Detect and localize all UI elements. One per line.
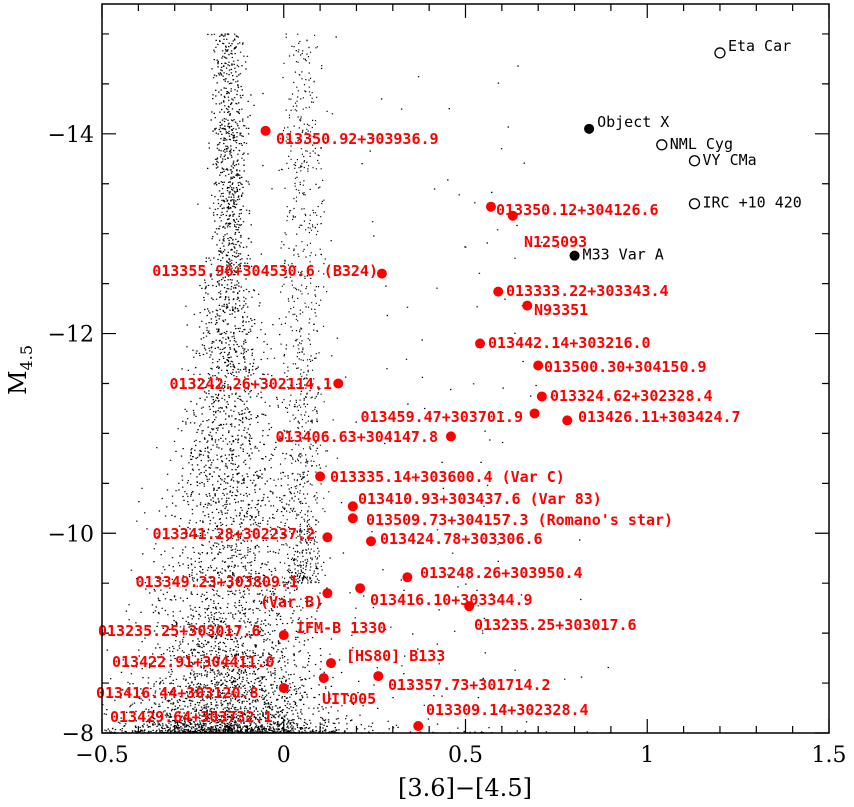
y-tick-label: −8 xyxy=(62,722,94,747)
open-point-label: VY CMa xyxy=(703,151,757,169)
red-point-label: 013357.73+301714.2 xyxy=(388,676,551,694)
plot-frame xyxy=(101,3,830,734)
red-point-label: IFM-B 1330 xyxy=(296,619,386,637)
red-point-label: 013459.47+303701.9 xyxy=(360,408,523,426)
y-tick-label: −14 xyxy=(48,123,94,148)
open-point-label: NML Cyg xyxy=(670,135,733,153)
red-point xyxy=(333,378,344,389)
x-tick-label: 0.5 xyxy=(448,743,483,768)
filled-black-points: Object X M33 Var A xyxy=(569,113,669,264)
filled-black-point xyxy=(569,250,580,261)
red-point xyxy=(373,671,384,682)
red-point-label: 013242.26+302114.1 xyxy=(169,375,332,393)
red-point-label: 013248.26+303950.4 xyxy=(420,564,583,582)
open-point xyxy=(656,139,668,151)
red-point-label: UIT005 xyxy=(322,690,376,708)
red-point-label: 013350.92+303936.9 xyxy=(276,130,439,148)
x-tick-label: 1 xyxy=(640,743,654,768)
red-point-label: 013324.62+302328.4 xyxy=(550,387,713,405)
open-point xyxy=(688,198,701,210)
x-tick-label: 1.5 xyxy=(812,743,847,768)
red-point xyxy=(445,431,456,442)
red-point-label: 013350.12+304126.6 xyxy=(496,201,659,219)
red-point xyxy=(536,391,547,402)
red-point xyxy=(485,201,496,212)
red-point xyxy=(533,360,544,371)
red-point xyxy=(347,501,358,512)
filled-black-point-label: Object X xyxy=(597,113,669,131)
red-point xyxy=(318,673,329,684)
red-point xyxy=(522,300,533,311)
crowded-region-label: 013422.91+304411.0 xyxy=(112,653,275,671)
red-point-label: 013410.93+303437.6 (Var 83) xyxy=(358,490,602,508)
red-point-label: N93351 xyxy=(534,301,588,319)
x-tick-label: 0 xyxy=(277,743,291,768)
red-point-label: 013333.22+303343.4 xyxy=(506,282,669,300)
red-point xyxy=(355,583,366,594)
axis-tick-labels: −0.5 0 0.5 1 1.5 −14 −12 −10 −8 xyxy=(48,123,847,768)
red-point xyxy=(278,683,289,694)
red-point xyxy=(402,572,413,583)
red-point xyxy=(464,601,475,612)
red-point-label: 013426.11+303424.7 xyxy=(578,408,741,426)
svg-text:M4.5: M4.5 xyxy=(4,345,36,395)
red-highlight-points: 013350.92+303936.9 013350.12+304126.6 N125… xyxy=(135,125,741,732)
y-tick-label: −12 xyxy=(48,323,94,348)
red-point xyxy=(260,125,271,136)
red-point-label: 013355.96+304530.6 (B324) xyxy=(152,262,378,280)
y-axis-label-sub: 4.5 xyxy=(17,345,36,370)
red-point-label-suffix: (Var B) xyxy=(260,593,323,611)
filled-black-point xyxy=(584,123,595,134)
x-axis-label: [3.6]−[4.5] xyxy=(398,774,532,802)
red-point-label: 013349.23+303809.1 xyxy=(135,573,298,591)
red-point xyxy=(413,721,424,732)
red-point xyxy=(493,286,504,297)
crowded-region-label: 013429.64+303732.1 xyxy=(110,708,273,726)
crowded-region-label: 013235.25+303017.6 xyxy=(98,622,261,640)
red-point-label: 013335.14+303600.4 (Var C) xyxy=(330,468,565,486)
red-point xyxy=(376,268,387,279)
red-point xyxy=(322,532,333,543)
red-point xyxy=(278,630,289,641)
red-point-label: 013416.10+303344.9 xyxy=(370,591,533,609)
open-point xyxy=(688,155,701,167)
red-point-label: 013424.78+303306.6 xyxy=(380,530,543,548)
red-point xyxy=(326,658,337,669)
red-point xyxy=(347,513,358,524)
background-labels: 013235.25+303017.6 013422.91+304411.0 0134… xyxy=(96,622,275,726)
red-point-label: 013406.63+304147.8 xyxy=(275,428,438,446)
open-point-label: Eta Car xyxy=(728,37,791,55)
red-point xyxy=(529,408,540,419)
red-point-label: 013235.25+303017.6 xyxy=(474,616,637,634)
filled-black-point-label: M33 Var A xyxy=(583,246,664,264)
open-point-label: IRC +10 420 xyxy=(703,194,802,212)
y-tick-label: −10 xyxy=(48,522,94,547)
red-point-label: 013500.30+304150.9 xyxy=(544,358,707,376)
red-point-label: 013509.73+304157.3 (Romano's star) xyxy=(366,511,673,529)
red-point xyxy=(322,588,333,599)
red-point-label: N125093 xyxy=(524,233,587,251)
y-axis-label-main: M xyxy=(4,370,32,395)
red-point xyxy=(315,471,326,482)
x-tick-label: −0.5 xyxy=(75,743,128,768)
red-point xyxy=(562,415,573,426)
red-point xyxy=(507,210,518,221)
red-point-label: 013341.28+302237.2 xyxy=(152,525,315,543)
red-point-label: 013442.14+303216.0 xyxy=(488,334,651,352)
red-point xyxy=(475,338,486,349)
crowded-region-label: 013416.44+303120.8 xyxy=(96,684,259,702)
open-point xyxy=(714,47,726,59)
red-point-label: 013309.14+302328.4 xyxy=(426,701,589,719)
red-point xyxy=(365,536,376,547)
y-axis-label: M4.5 xyxy=(4,345,36,395)
red-point-label: [HS80] B133 xyxy=(346,647,445,665)
